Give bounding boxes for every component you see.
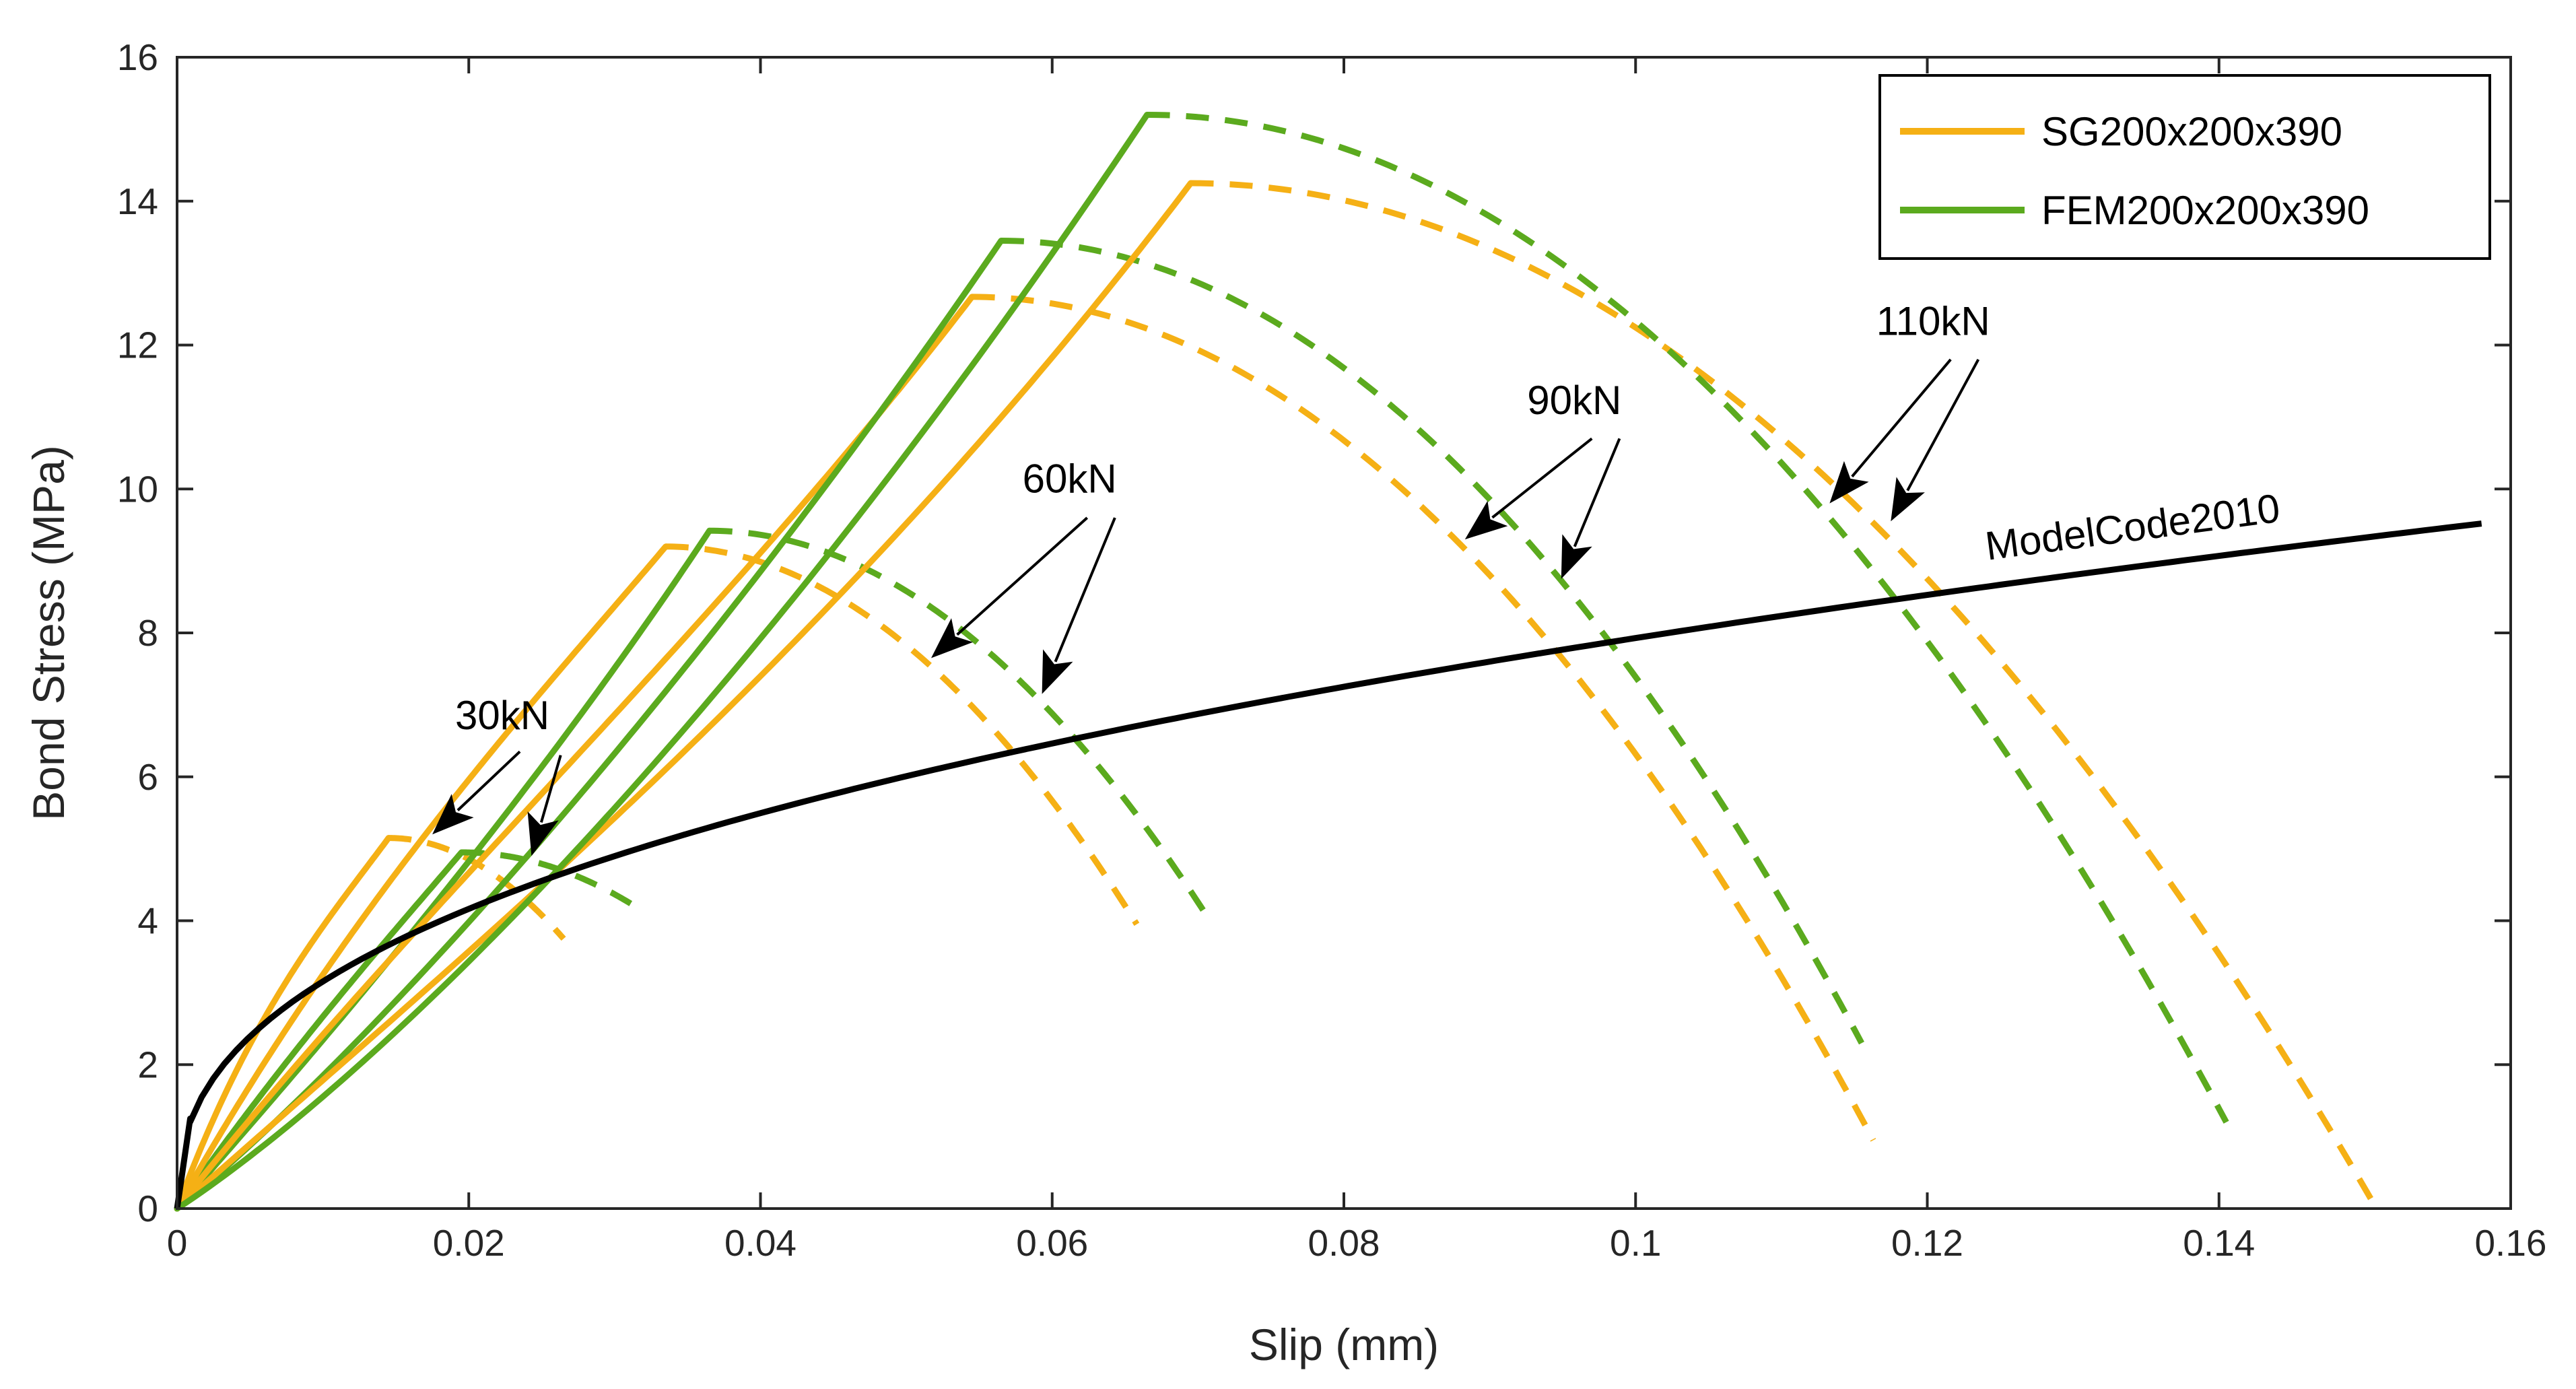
legend-box (1878, 74, 2491, 260)
legend-label-2: FEM200x200x390 (2041, 188, 2369, 233)
x-tick-label: 0.04 (724, 1222, 796, 1264)
x-tick-label: 0.14 (2183, 1222, 2255, 1264)
arrow-90kn-2-head (1561, 534, 1592, 579)
arrow-30kn-1-shaft (456, 750, 521, 811)
x-tick-label: 0.02 (433, 1222, 505, 1264)
series-fem-60kn-descending (709, 527, 1208, 916)
arrows-layer (432, 358, 1980, 856)
x-tick-label: 0.08 (1308, 1222, 1380, 1264)
x-tick-label: 0 (167, 1222, 188, 1264)
x-tick-label: 0.06 (1016, 1222, 1088, 1264)
curves-layer (174, 112, 2379, 1212)
legend: SG200x200x390 FEM200x200x390 (1878, 74, 2491, 260)
model-code-layer (174, 520, 2482, 1209)
series-sg-110kn-ascending (174, 180, 1194, 1212)
arrow-60kn-2-head (1042, 649, 1073, 694)
arrow-90kn-2-shaft (1573, 438, 1621, 547)
arrow-110kn-2-head (1891, 477, 1925, 522)
y-tick-label: 0 (137, 1188, 158, 1229)
y-axis-title: Bond Stress (MPa) (24, 445, 73, 821)
series-fem-110kn-descending (1147, 112, 2229, 1124)
series-sg-90kn-ascending (174, 294, 976, 1212)
arrow-90kn-1-head (1464, 500, 1508, 540)
y-tick-label: 12 (117, 325, 158, 366)
annotation-30kn: 30kN (455, 693, 549, 738)
series-sg-90kn-descending (972, 294, 1876, 1142)
series-sg-110kn-descending (1190, 180, 2379, 1211)
arrow-60kn-2-shaft (1054, 517, 1116, 663)
annotation-110kn: 110kN (1876, 299, 1990, 344)
series-fem-110kn-ascending (174, 112, 1151, 1212)
arrow-110kn-2-shaft (1906, 358, 1980, 492)
series-sg-60kn-descending (665, 543, 1140, 926)
series-fem-90kn-descending (1001, 238, 1864, 1045)
y-tick-label: 4 (137, 900, 158, 942)
arrow-110kn-1-head (1829, 461, 1869, 504)
series-fem-60kn-ascending (174, 527, 713, 1212)
annotation-60kn: 60kN (1023, 456, 1117, 502)
y-tick-label: 14 (117, 180, 158, 222)
annotation-90kn: 90kN (1527, 378, 1621, 423)
arrow-30kn-2-shaft (539, 755, 562, 823)
x-tick-label: 0.12 (1891, 1222, 1963, 1264)
y-tick-label: 10 (117, 468, 158, 510)
series-fem-30kn-descending (461, 849, 643, 913)
arrow-60kn-1-shaft (956, 516, 1089, 636)
arrow-30kn-1-head (432, 794, 474, 835)
arrow-30kn-2-head (527, 811, 559, 856)
series-sg-30kn-ascending (174, 835, 392, 1212)
series-sg-60kn-ascending (174, 543, 669, 1212)
arrow-90kn-1-shaft (1491, 437, 1593, 519)
x-axis-title: Slip (mm) (1249, 1320, 1439, 1369)
arrow-60kn-1-head (931, 618, 974, 658)
y-tick-label: 2 (137, 1044, 158, 1085)
legend-label-1: SG200x200x390 (2041, 109, 2342, 154)
arrow-110kn-1-shaft (1851, 358, 1952, 478)
y-tick-label: 6 (137, 756, 158, 798)
series-modelcode2010-line (174, 520, 2482, 1209)
series-fem-30kn-ascending (174, 849, 465, 1212)
x-tick-label: 0.1 (1610, 1222, 1661, 1264)
y-tick-label: 16 (117, 36, 158, 78)
y-tick-label: 8 (137, 612, 158, 654)
x-tick-label: 0.16 (2474, 1222, 2546, 1264)
axes-layer: 0 0.02 0.04 0.06 0.08 0.1 0.12 0.14 0.16 0 2 4 6 8 10 1… (24, 36, 2547, 1369)
